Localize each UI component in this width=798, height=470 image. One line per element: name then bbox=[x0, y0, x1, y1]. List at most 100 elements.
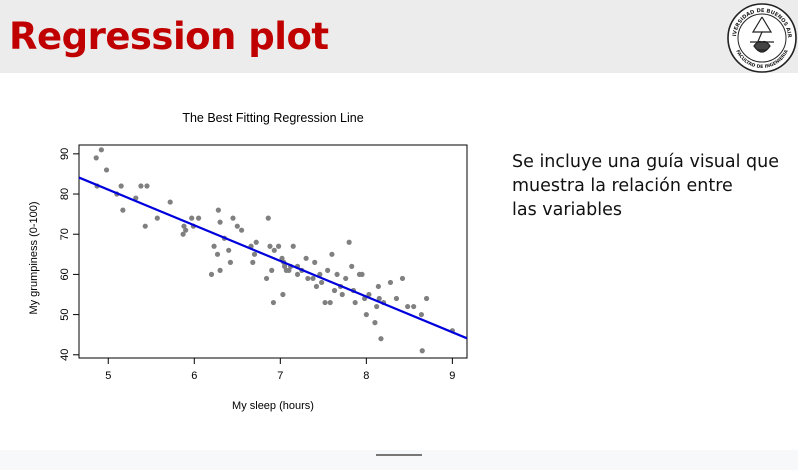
data-point bbox=[282, 263, 288, 269]
data-point bbox=[331, 287, 338, 294]
data-point bbox=[359, 271, 365, 278]
slide-footer bbox=[0, 450, 798, 470]
regression-line-group bbox=[78, 176, 468, 340]
y-tick-label: 70 bbox=[59, 228, 71, 240]
data-point bbox=[279, 255, 285, 261]
data-point bbox=[405, 303, 411, 310]
data-point bbox=[180, 231, 186, 237]
data-point bbox=[339, 291, 345, 298]
data-point bbox=[313, 283, 320, 290]
data-point bbox=[290, 243, 296, 249]
data-point bbox=[312, 259, 318, 265]
data-point bbox=[319, 279, 325, 286]
data-point bbox=[154, 215, 160, 221]
data-point bbox=[334, 271, 340, 278]
y-tick-label: 90 bbox=[59, 148, 71, 160]
data-point bbox=[346, 239, 352, 245]
data-point bbox=[167, 199, 173, 205]
data-point bbox=[265, 215, 271, 221]
plot-frame bbox=[78, 144, 468, 359]
data-point bbox=[93, 155, 99, 161]
data-point bbox=[325, 267, 331, 273]
data-point bbox=[352, 299, 358, 306]
data-point bbox=[230, 215, 236, 221]
data-point bbox=[120, 207, 126, 213]
data-point bbox=[310, 275, 316, 282]
data-point bbox=[217, 219, 223, 225]
data-point bbox=[363, 311, 369, 318]
x-tick-label: 6 bbox=[191, 370, 197, 382]
data-point bbox=[387, 279, 394, 286]
data-point bbox=[183, 227, 189, 233]
data-point bbox=[378, 336, 384, 342]
data-point bbox=[227, 259, 234, 265]
data-point bbox=[343, 275, 349, 282]
data-point bbox=[250, 259, 256, 265]
data-point bbox=[98, 147, 104, 153]
y-tick-label: 50 bbox=[59, 308, 71, 320]
data-point bbox=[208, 271, 215, 278]
axes: 5 6 7 8 9 40 50 60 70 80 90 bbox=[59, 148, 455, 382]
x-tick-label: 7 bbox=[277, 370, 283, 382]
data-point bbox=[103, 167, 110, 173]
chart-title: The Best Fitting Regression Line bbox=[182, 111, 363, 125]
x-tick-label: 8 bbox=[363, 370, 369, 382]
data-point bbox=[181, 223, 187, 229]
data-point bbox=[305, 275, 311, 282]
data-point bbox=[286, 267, 292, 273]
data-point bbox=[294, 271, 301, 278]
data-point bbox=[411, 303, 417, 310]
data-point bbox=[118, 183, 124, 189]
data-point bbox=[267, 243, 273, 249]
description-line: las variables bbox=[512, 200, 622, 220]
data-point bbox=[238, 227, 245, 233]
data-point bbox=[251, 251, 258, 257]
regression-line bbox=[78, 176, 468, 340]
data-point bbox=[399, 275, 406, 282]
scatter-chart: The Best Fitting Regression Line My slee… bbox=[28, 111, 468, 412]
data-point bbox=[215, 207, 221, 213]
data-point bbox=[275, 243, 282, 249]
data-point bbox=[418, 311, 425, 318]
data-point bbox=[195, 215, 202, 221]
description-line: Se incluye una guía visual que bbox=[512, 152, 780, 172]
data-point bbox=[269, 267, 275, 273]
data-point bbox=[303, 255, 309, 261]
description-line: muestra la relación entre bbox=[512, 176, 733, 196]
data-point bbox=[329, 251, 335, 257]
x-tick-label: 9 bbox=[449, 370, 455, 382]
data-point bbox=[226, 247, 232, 253]
x-axis-label: My sleep (hours) bbox=[232, 400, 314, 412]
slide-header: Regression plot UNIVERSIDAD DE BUENOS AI… bbox=[0, 0, 798, 73]
slide-description: Se incluye una guía visual que muestra l… bbox=[512, 150, 798, 222]
data-point bbox=[144, 183, 150, 189]
data-point bbox=[211, 243, 217, 249]
data-point bbox=[217, 267, 223, 273]
data-point bbox=[142, 223, 148, 229]
data-point bbox=[280, 291, 286, 298]
data-point bbox=[271, 247, 277, 253]
university-seal-icon: UNIVERSIDAD DE BUENOS AIRES FACULTAD DE … bbox=[726, 2, 797, 73]
y-tick-label: 40 bbox=[59, 349, 71, 361]
data-point bbox=[374, 303, 380, 310]
data-point bbox=[234, 223, 240, 229]
data-point bbox=[375, 283, 381, 290]
data-point bbox=[189, 215, 195, 221]
data-point bbox=[263, 275, 270, 282]
data-point bbox=[322, 299, 328, 306]
data-point bbox=[253, 239, 259, 245]
x-tick-label: 5 bbox=[105, 370, 111, 382]
data-point bbox=[393, 295, 400, 302]
page-title: Regression plot bbox=[9, 15, 329, 58]
data-points bbox=[93, 147, 455, 354]
data-point bbox=[214, 251, 221, 257]
data-point bbox=[138, 183, 144, 189]
data-point bbox=[270, 299, 277, 306]
y-tick-label: 60 bbox=[59, 268, 71, 280]
data-point bbox=[372, 320, 378, 326]
y-tick-label: 80 bbox=[59, 188, 71, 200]
data-point bbox=[327, 299, 333, 306]
y-axis-label: My grumpiness (0-100) bbox=[28, 201, 40, 314]
data-point bbox=[419, 348, 425, 354]
data-point bbox=[423, 295, 430, 302]
